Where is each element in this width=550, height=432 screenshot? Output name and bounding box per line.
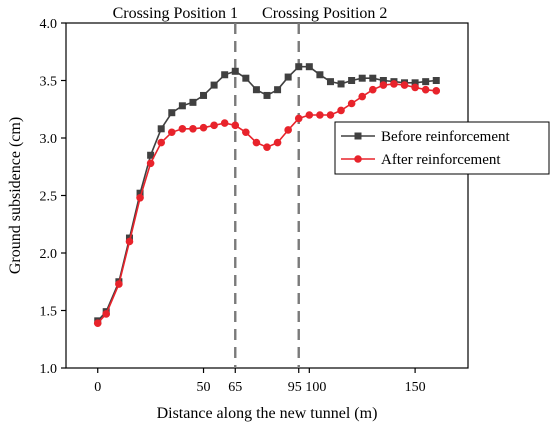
- data-point: [348, 77, 356, 84]
- x-axis-title: Distance along the new tunnel (m): [157, 405, 378, 422]
- series-after-reinforcement: [93, 80, 441, 327]
- data-point: [189, 98, 197, 106]
- data-point: [252, 86, 260, 94]
- data-point: [93, 319, 102, 327]
- data-point: [210, 81, 218, 89]
- data-point: [347, 99, 356, 108]
- data-point: [337, 106, 345, 115]
- data-point: [369, 74, 377, 82]
- axis-ticks: 1.0 1.5 2.0 2.5 3.0 3.5 4.0 0 50 65 95 100 150: [40, 17, 426, 395]
- y-tick-label: 4.0: [40, 17, 58, 32]
- data-point: [326, 78, 334, 86]
- legend-item-after-reinforcement: [341, 155, 375, 163]
- data-point: [178, 102, 186, 110]
- data-point: [422, 78, 430, 86]
- data-point: [178, 125, 187, 133]
- y-tick-label: 1.5: [40, 305, 58, 320]
- series-layer: [93, 63, 441, 327]
- data-point: [147, 151, 155, 159]
- data-point: [242, 74, 250, 82]
- data-point: [358, 92, 367, 101]
- data-point: [231, 121, 240, 130]
- x-tick-label: 50: [197, 380, 211, 395]
- data-point: [263, 91, 271, 99]
- x-tick-label: 150: [405, 380, 426, 395]
- data-point: [295, 63, 303, 71]
- data-point: [210, 121, 218, 130]
- data-point: [284, 73, 292, 81]
- x-tick-label: 0: [94, 380, 101, 395]
- data-point: [284, 126, 292, 134]
- legend-marker: [354, 132, 362, 140]
- data-point: [220, 119, 229, 127]
- data-point: [157, 138, 166, 147]
- legend-box: [334, 121, 550, 175]
- data-point: [125, 237, 134, 246]
- data-point: [432, 77, 440, 84]
- data-point: [358, 74, 366, 82]
- y-tick-label: 3.0: [40, 132, 58, 147]
- data-point: [411, 79, 419, 87]
- y-tick-label: 2.5: [40, 190, 58, 205]
- data-point: [305, 111, 314, 119]
- legend-marker: [354, 155, 362, 163]
- data-point: [136, 194, 144, 202]
- data-point: [379, 81, 388, 89]
- series-before-reinforcement: [94, 63, 440, 325]
- data-point: [368, 85, 377, 94]
- legend-label-before-reinforcement: Before reinforcement: [381, 129, 511, 145]
- plot-frame: [65, 22, 469, 369]
- data-point: [252, 138, 261, 147]
- data-point: [294, 114, 303, 123]
- plot-border: [65, 22, 469, 369]
- data-point: [221, 71, 229, 79]
- data-point: [146, 159, 155, 168]
- series-line: [97, 65, 437, 322]
- data-point: [102, 310, 110, 318]
- x-tick-label: 100: [305, 380, 326, 395]
- data-point: [242, 128, 250, 137]
- data-point: [390, 80, 398, 88]
- data-point: [411, 83, 419, 92]
- data-point: [305, 63, 313, 71]
- data-point: [316, 71, 324, 79]
- crossing-position-2-label: Crossing Position 2: [262, 5, 387, 22]
- data-point: [200, 91, 208, 99]
- data-point: [168, 109, 176, 117]
- legend-item-before-reinforcement: [341, 132, 375, 140]
- x-tick-label: 95: [288, 380, 302, 395]
- axis-labels: Distance along the new tunnel (m) Ground…: [7, 5, 387, 422]
- y-tick-label: 1.0: [40, 362, 58, 377]
- y-tick-label: 2.0: [40, 247, 58, 262]
- y-tick-label: 3.5: [40, 75, 58, 90]
- data-point: [263, 143, 271, 151]
- data-point: [115, 280, 123, 288]
- data-point: [326, 111, 335, 119]
- data-point: [136, 189, 144, 197]
- data-point: [400, 81, 409, 89]
- data-point: [421, 85, 430, 94]
- data-point: [316, 111, 324, 119]
- data-point: [167, 128, 176, 137]
- data-point: [432, 87, 441, 95]
- x-tick-label: 65: [228, 380, 242, 395]
- data-point: [379, 77, 387, 84]
- data-point: [274, 86, 282, 94]
- crossing-lines: [234, 23, 300, 368]
- data-point: [231, 67, 239, 75]
- data-point: [189, 125, 197, 133]
- legend-label-after-reinforcement: After reinforcement: [381, 152, 501, 168]
- crossing-position-1-label: Crossing Position 1: [113, 5, 238, 22]
- y-axis-title: Ground subsidence (cm): [7, 117, 24, 274]
- data-point: [157, 125, 165, 133]
- data-point: [273, 138, 282, 147]
- data-point: [337, 80, 345, 88]
- series-line: [97, 83, 437, 324]
- data-point: [199, 123, 208, 132]
- legend: Before reinforcement After reinforcement: [334, 121, 550, 175]
